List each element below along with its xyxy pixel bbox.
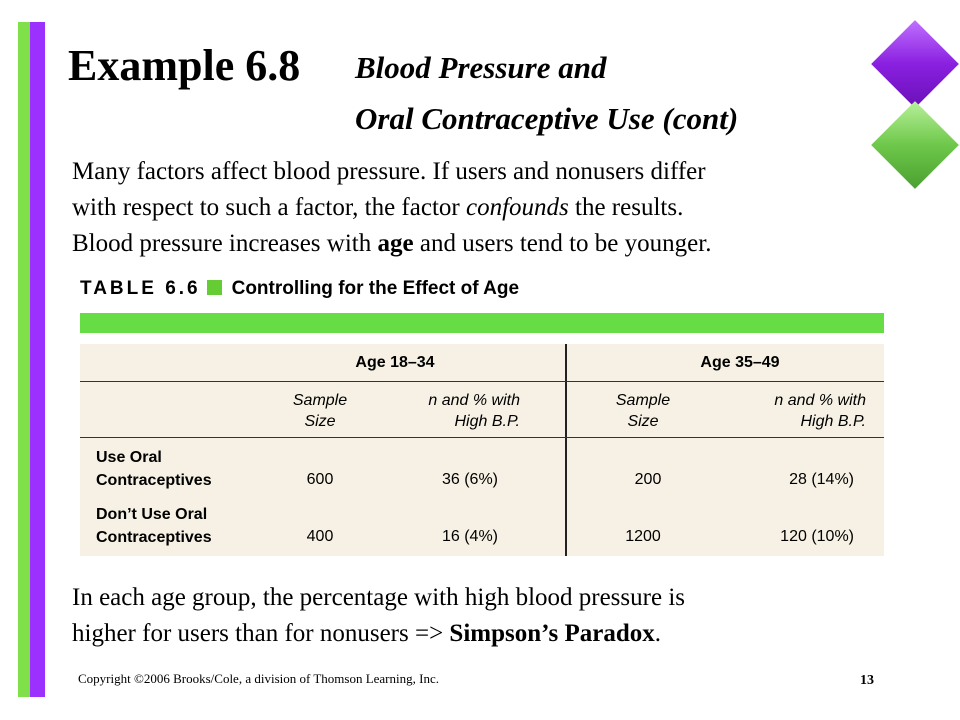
slide-title: Example 6.8 [68,41,301,90]
data-table: Age 18–34 Age 35–49 Sample Size n and % w… [80,344,884,556]
table-title: Controlling for the Effect of Age [231,278,520,299]
table-cell: 36 (6%) [441,471,498,488]
table-cell: 28 (14%) [789,471,854,488]
conclusion-paragraph: In each age group, the percentage with h… [72,580,685,652]
left-accent-bar-purple [30,22,45,697]
simpsons-paradox-term: Simpson’s Paradox [449,620,655,647]
intro-line-1: Many factors affect blood pressure. If u… [72,158,706,185]
subheader-sample-size-2: Sample Size [615,392,671,430]
table-cell: 600 [306,471,334,488]
header-rule-2 [80,437,884,438]
conclusion-line-2: higher for users than for nonusers => Si… [72,620,662,647]
conclusion-line-1: In each age group, the percentage with h… [72,584,685,611]
row-label-nonusers: Don’t Use Oral Contraceptives [96,506,212,546]
intro-line-2: with respect to such a factor, the facto… [72,194,684,221]
intro-paragraph: Many factors affect blood pressure. If u… [72,154,711,262]
header-rule-1 [80,381,884,382]
table-caption: TABLE 6.6 Controlling for the Effect of A… [80,278,519,300]
left-accent-bar-green [18,22,30,697]
table-cell: 1200 [625,528,661,545]
green-diamond-decoration [871,101,959,189]
page-number: 13 [860,673,874,688]
table-cell: 400 [306,528,334,545]
table-cell: 16 (4%) [441,528,498,545]
caption-square-icon [206,280,222,295]
table-green-rule [80,313,884,333]
row-label-users: Use Oral Contraceptives [96,449,212,489]
slide-subtitle-line2: Oral Contraceptive Use (cont) [355,101,739,136]
confounds-term: confounds [465,194,569,221]
intro-line-3: Blood pressure increases with age and us… [72,230,712,257]
table-cell: 120 (10%) [780,528,854,545]
table-cell: 200 [634,471,662,488]
group-header-age-18-34: Age 18–34 [355,354,435,371]
purple-diamond-decoration [871,20,959,108]
subheader-high-bp-2: n and % with High B.P. [774,392,866,430]
subheader-sample-size-1: Sample Size [292,392,348,430]
slide-subtitle-line1: Blood Pressure and [355,50,607,85]
table-label: TABLE 6.6 [80,278,201,299]
group-header-age-35-49: Age 35–49 [700,354,780,371]
group-divider [565,344,567,556]
copyright-footer: Copyright ©2006 Brooks/Cole, a division … [78,671,439,686]
age-term: age [377,230,414,257]
subheader-high-bp-1: n and % with High B.P. [428,392,520,430]
